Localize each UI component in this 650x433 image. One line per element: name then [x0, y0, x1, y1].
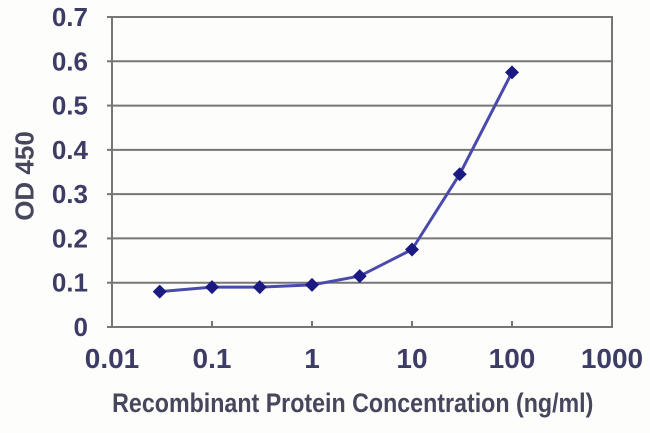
data-point-marker	[505, 65, 519, 80]
y-tick-label: 0.5	[52, 91, 88, 121]
series-line	[158, 70, 514, 294]
plot-border	[111, 16, 613, 328]
x-tick-label: 0.1	[193, 343, 232, 374]
y-tick-label: 0	[74, 312, 88, 342]
x-axis-title-wrap: Recombinant Protein Concentration (ng/ml…	[103, 388, 603, 419]
y-tick-label: 0.1	[52, 268, 88, 298]
data-point-marker	[205, 280, 219, 295]
data-point-marker	[352, 269, 367, 284]
data-point-marker	[305, 277, 319, 292]
x-tick-label: 10	[396, 343, 427, 374]
data-point-marker	[405, 242, 419, 257]
y-tick-label: 0.6	[52, 46, 88, 76]
x-tick-label: 1	[304, 343, 320, 374]
y-axis-title: OD 450	[9, 131, 40, 221]
x-tick-label: 1000	[581, 343, 643, 374]
y-tick-label: 0.3	[52, 179, 88, 209]
data-point-marker	[152, 284, 167, 299]
data-point-marker	[252, 280, 267, 295]
y-tick-label: 0.7	[52, 2, 88, 32]
y-tick-label: 0.4	[52, 135, 89, 165]
x-axis-title: Recombinant Protein Concentration (ng/ml…	[112, 388, 594, 418]
data-point-marker	[452, 167, 467, 182]
x-tick-label: 100	[489, 343, 536, 374]
y-tick-label: 0.2	[52, 223, 88, 253]
x-tick-label: 0.01	[85, 343, 140, 374]
